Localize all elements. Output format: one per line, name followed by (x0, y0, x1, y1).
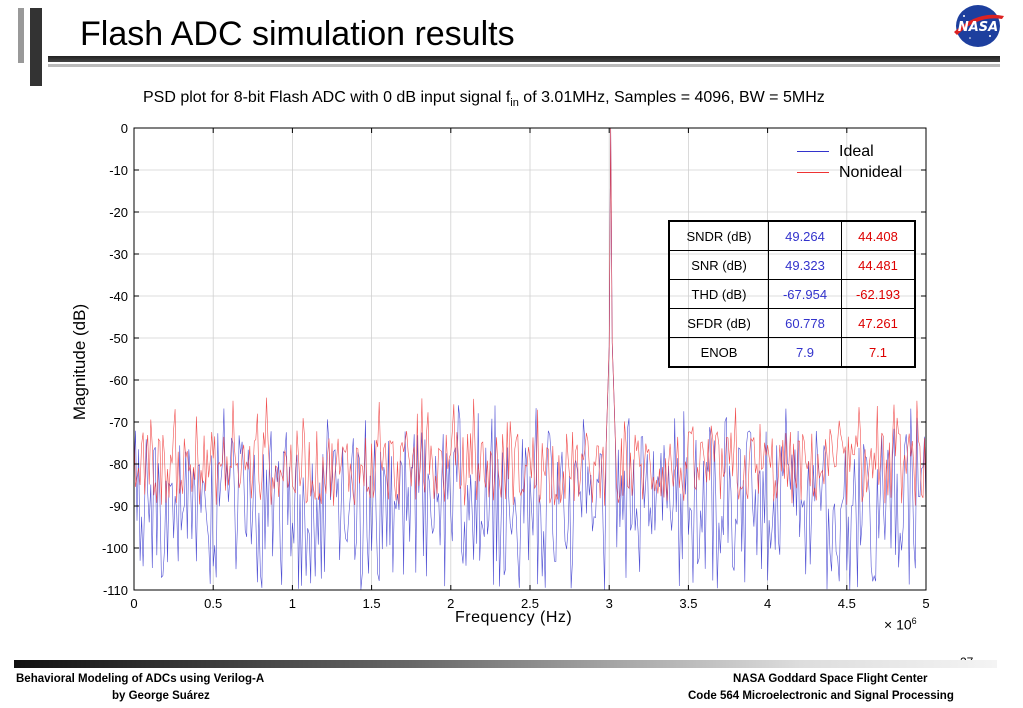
legend-entry-ideal: Ideal (797, 141, 902, 162)
metrics-cell-label: THD (dB) (668, 279, 769, 309)
plot-series (133, 127, 927, 590)
header-accent-bar-light (18, 8, 24, 63)
y-tick-label: -80 (109, 457, 128, 472)
x-tick-label: 1.5 (363, 596, 381, 611)
legend-swatch-nonideal (797, 172, 829, 173)
x-tick-label: 3.5 (679, 596, 697, 611)
chart-legend: Ideal Nonideal (797, 141, 902, 183)
metrics-table: SNDR (dB) 49.264 44.408 SNR (dB) 49.323 44.48… (668, 220, 916, 368)
x-tick-label: 2 (447, 596, 454, 611)
metrics-cell-ideal: 49.323 (768, 250, 842, 280)
y-tick-label: -20 (109, 205, 128, 220)
footer-bar (14, 660, 997, 668)
footer-right-line2: Code 564 Microelectronic and Signal Proc… (688, 690, 954, 702)
legend-entry-nonideal: Nonideal (797, 162, 902, 183)
legend-swatch-ideal (797, 151, 829, 152)
chart-title-subscript: in (510, 97, 519, 110)
series-line-nonideal (133, 127, 927, 506)
footer-left-line1: Behavioral Modeling of ADCs using Verilo… (16, 673, 265, 685)
metrics-row: SNDR (dB) 49.264 44.408 (668, 220, 916, 251)
footer-left-line2: by George Suárez (112, 690, 210, 702)
metrics-cell-nonideal: -62.193 (841, 279, 916, 309)
x-axis-multiplier-base: × 10 (884, 616, 912, 633)
x-tick-label: 3 (606, 596, 613, 611)
metrics-cell-label: SNR (dB) (668, 250, 769, 280)
nasa-logo-text: NASA (958, 20, 998, 35)
y-tick-label: -70 (109, 415, 128, 430)
legend-label-ideal: Ideal (839, 143, 874, 160)
metrics-cell-ideal: 7.9 (768, 337, 842, 368)
y-axis-label: Magnitude (dB) (70, 303, 89, 421)
metrics-cell-label: SFDR (dB) (668, 308, 769, 338)
y-tick-label: -40 (109, 289, 128, 304)
header-rule-shadow (48, 64, 1000, 67)
x-tick-label: 4 (764, 596, 771, 611)
x-axis-multiplier: × 106 (884, 616, 917, 633)
header-accent-bar (30, 8, 42, 86)
x-axis-label: Frequency (Hz) (455, 609, 573, 626)
y-tick-label: -90 (109, 499, 128, 514)
nasa-logo-icon: NASA (954, 5, 1004, 47)
x-axis-multiplier-exponent: 6 (911, 616, 917, 626)
y-tick-label: -110 (103, 583, 128, 598)
y-tick-label: -30 (109, 247, 128, 262)
metrics-cell-nonideal: 7.1 (841, 337, 916, 368)
x-tick-label: 0 (130, 596, 137, 611)
header-rule (48, 56, 1000, 62)
metrics-cell-ideal: -67.954 (768, 279, 842, 309)
y-tick-label: -10 (109, 163, 128, 178)
metrics-row: ENOB 7.9 7.1 (668, 337, 916, 368)
metrics-cell-label: ENOB (668, 337, 769, 368)
y-tick-label: -100 (102, 541, 128, 556)
y-tick-label: -60 (109, 373, 128, 388)
metrics-cell-label: SNDR (dB) (668, 220, 769, 251)
metrics-cell-ideal: 60.778 (768, 308, 842, 338)
plot-ticks: 0 0.5 1 1.5 2 2.5 3 3.5 4 4.5 5 0 -10 -20 -30 -40 -50 -60… (102, 121, 930, 611)
x-tick-label: 0.5 (204, 596, 222, 611)
metrics-row: THD (dB) -67.954 -62.193 (668, 279, 916, 309)
chart-title-prefix: PSD plot for 8-bit Flash ADC with 0 dB i… (143, 89, 511, 106)
metrics-row: SNR (dB) 49.323 44.481 (668, 250, 916, 280)
legend-label-nonideal: Nonideal (839, 164, 903, 181)
metrics-cell-ideal: 49.264 (768, 220, 842, 251)
x-tick-label: 1 (289, 596, 296, 611)
x-tick-label: 5 (922, 596, 929, 611)
chart-title-suffix: of 3.01MHz, Samples = 4096, BW = 5MHz (518, 89, 825, 106)
footer-right-line1: NASA Goddard Space Flight Center (733, 673, 928, 685)
metrics-row: SFDR (dB) 60.778 47.261 (668, 308, 916, 338)
slide-title: Flash ADC simulation results (80, 15, 515, 53)
metrics-cell-nonideal: 47.261 (841, 308, 916, 338)
series-line-ideal (133, 127, 927, 590)
y-tick-label: -50 (109, 331, 128, 346)
x-tick-label: 2.5 (521, 596, 539, 611)
y-tick-label: 0 (121, 121, 128, 136)
metrics-cell-nonideal: 44.408 (841, 220, 916, 251)
metrics-cell-nonideal: 44.481 (841, 250, 916, 280)
x-tick-label: 4.5 (838, 596, 856, 611)
